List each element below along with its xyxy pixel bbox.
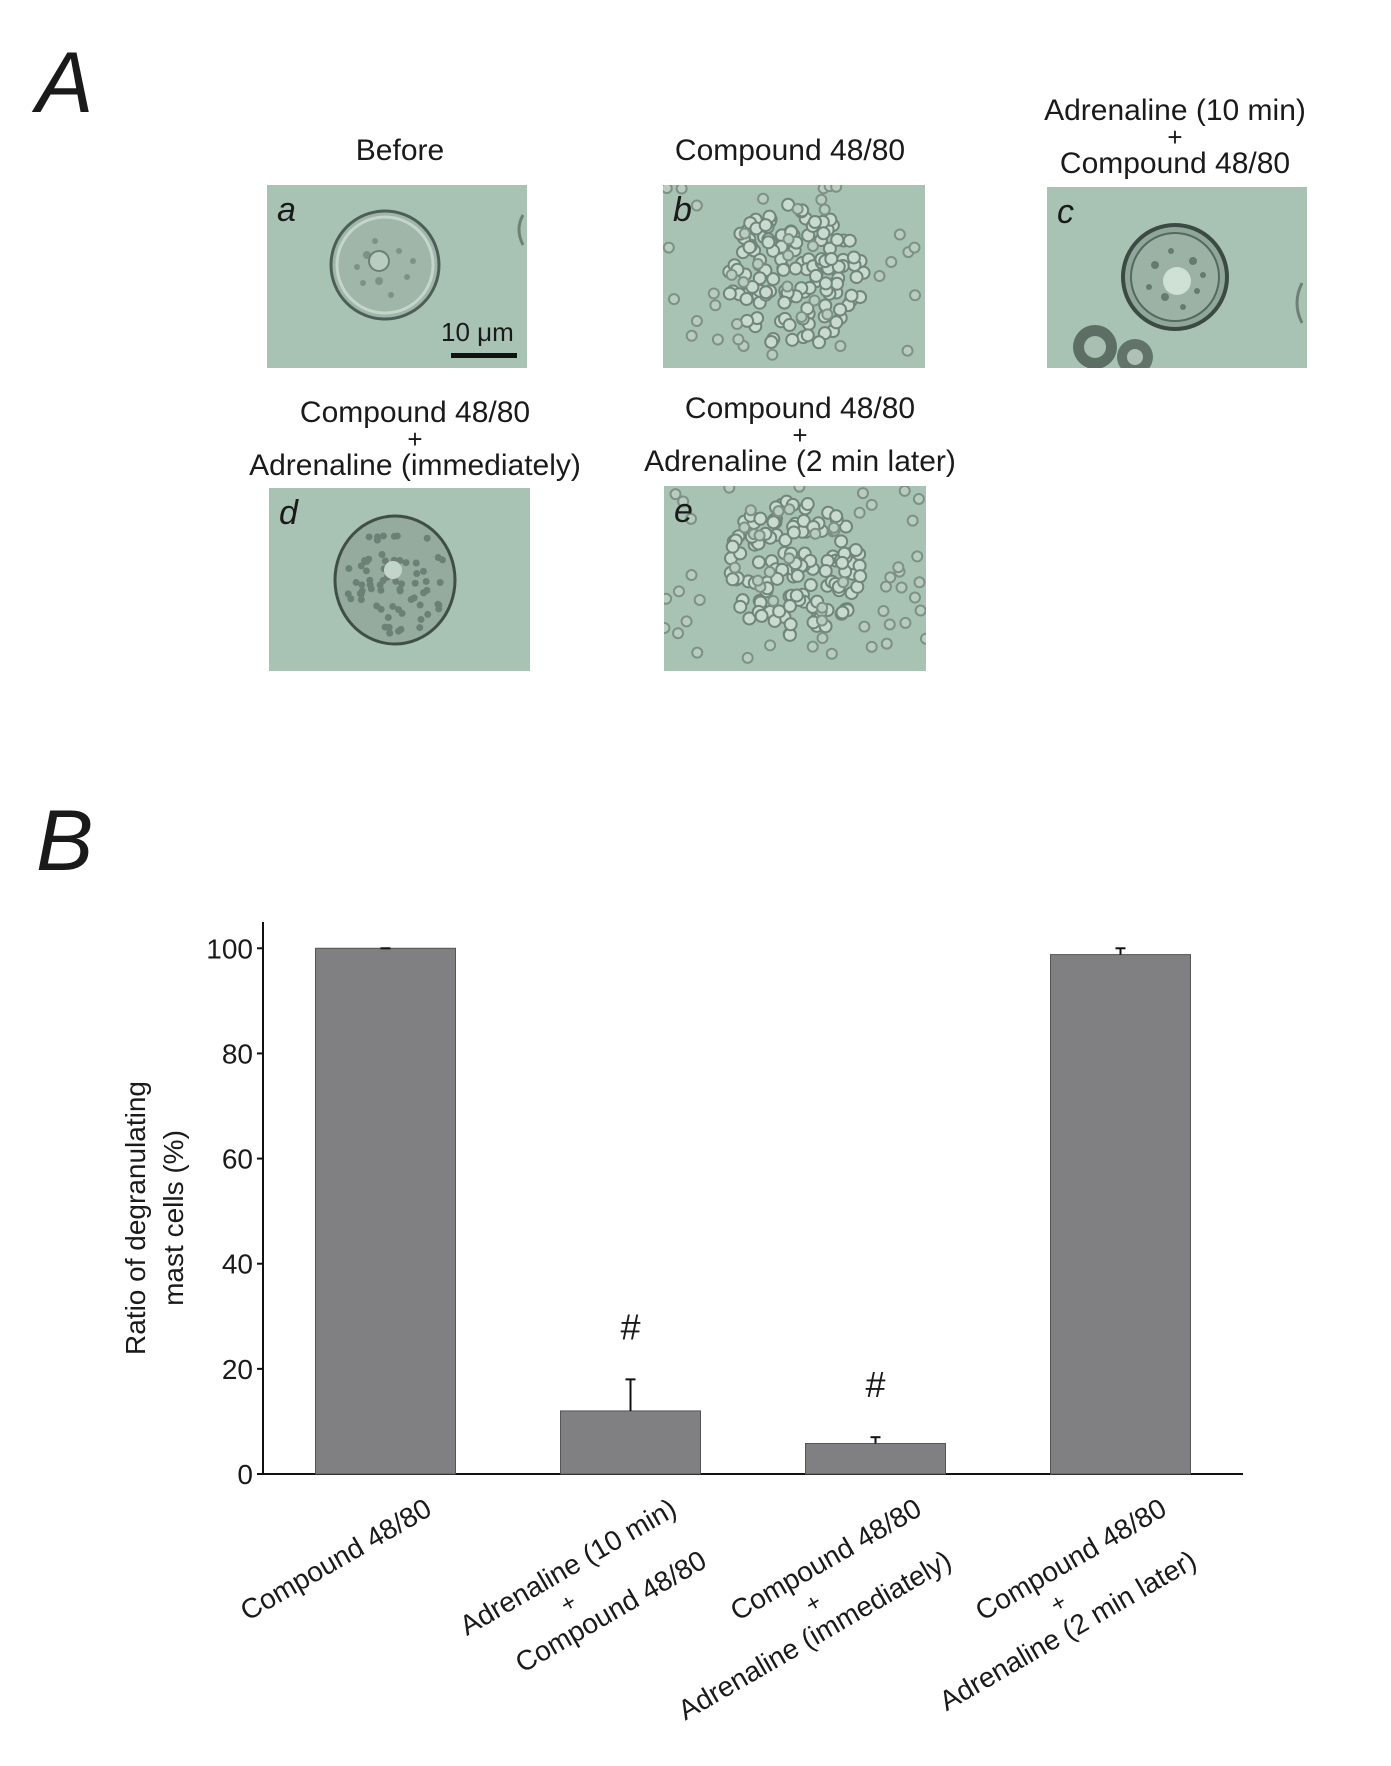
error-bar bbox=[625, 1378, 636, 1411]
x-tick-label: Adrenaline (10 min)+Compound 48/80 bbox=[454, 1492, 711, 1678]
x-tick-label-line: Compound 48/80 bbox=[725, 1492, 927, 1626]
caption-e-line2: Adrenaline (2 min later) bbox=[644, 445, 956, 479]
sub-label-c: c bbox=[1057, 193, 1074, 231]
x-tick-label: Compound 48/80+Adrenaline (2 min later) bbox=[934, 1492, 1202, 1716]
error-bar bbox=[1115, 947, 1126, 955]
granule-texture bbox=[664, 486, 926, 664]
x-tick-label-line: Compound 48/80 bbox=[970, 1492, 1172, 1626]
caption-a-line: Before bbox=[355, 134, 445, 167]
caption-b: Compound 48/80 bbox=[620, 136, 960, 166]
micrograph-c-image bbox=[1073, 223, 1304, 368]
y-axis-label-line: mast cells (%) bbox=[158, 1130, 189, 1306]
caption-d-line1: Compound 48/80 bbox=[299, 396, 531, 429]
y-tick-label: 0 bbox=[237, 1459, 253, 1490]
caption-e-line1: Compound 48/80 bbox=[684, 392, 916, 425]
error-bar bbox=[870, 1436, 881, 1444]
caption-d-line2: Adrenaline (immediately) bbox=[249, 449, 581, 483]
micrograph-d: d bbox=[269, 488, 530, 671]
significance-mark: # bbox=[620, 1306, 640, 1347]
bar bbox=[560, 1410, 701, 1475]
caption-e: Compound 48/80 + Adrenaline (2 min later… bbox=[620, 394, 980, 477]
micrograph-d-image bbox=[333, 514, 457, 646]
panel-b-label: B bbox=[36, 793, 94, 889]
caption-c: Adrenaline (10 min) + Compound 48/80 bbox=[1010, 96, 1340, 179]
scale-bar bbox=[451, 353, 517, 358]
bar bbox=[315, 947, 456, 1475]
granule-texture bbox=[663, 185, 922, 361]
caption-d: Compound 48/80 + Adrenaline (immediately… bbox=[225, 398, 605, 481]
bar bbox=[805, 1443, 946, 1475]
y-tick-label: 100 bbox=[206, 933, 253, 964]
y-axis-label-line: Ratio of degranulating bbox=[120, 1081, 151, 1355]
sub-label-a: a bbox=[277, 191, 296, 229]
y-axis-label: Ratio of degranulating mast cells (%) bbox=[120, 1081, 189, 1355]
sub-label-b: b bbox=[673, 191, 692, 229]
micrograph-e-image bbox=[664, 486, 926, 664]
sub-label-d: d bbox=[279, 494, 298, 532]
y-tick-label: 80 bbox=[222, 1038, 253, 1069]
micrograph-e: e bbox=[664, 486, 926, 671]
bar bbox=[1050, 954, 1191, 1475]
y-tick-label: 20 bbox=[222, 1354, 253, 1385]
caption-e-plus: + bbox=[792, 420, 808, 450]
micrograph-c: c bbox=[1047, 187, 1307, 368]
x-tick-label: Compound 48/80 bbox=[235, 1492, 437, 1626]
y-tick-label: 40 bbox=[222, 1249, 253, 1280]
panel-a-label: A bbox=[36, 35, 94, 131]
significance-mark: # bbox=[865, 1364, 885, 1405]
scale-bar-label: 10 μm bbox=[441, 317, 514, 347]
x-tick-label: Compound 48/80+Adrenaline (immediately) bbox=[673, 1492, 957, 1726]
bar-chart: 0 20 40 60 80 100 Compound 48/80 # Adrenaline (1… bbox=[120, 922, 1243, 1726]
x-tick-label-line: Compound 48/80 bbox=[235, 1492, 437, 1626]
caption-a: Before bbox=[300, 136, 500, 166]
caption-c-line2: Compound 48/80 bbox=[1059, 147, 1291, 181]
micrograph-b: b bbox=[663, 185, 925, 368]
micrograph-b-image bbox=[663, 185, 922, 361]
caption-b-line: Compound 48/80 bbox=[674, 134, 906, 167]
caption-c-line1: Adrenaline (10 min) bbox=[1044, 94, 1306, 127]
sub-label-e: e bbox=[674, 492, 693, 530]
micrograph-a: a 10 μm bbox=[267, 185, 527, 368]
caption-c-plus: + bbox=[1167, 122, 1183, 152]
caption-d-plus: + bbox=[407, 424, 423, 454]
y-tick-label: 60 bbox=[222, 1144, 253, 1175]
micrograph-a-image bbox=[329, 209, 525, 321]
